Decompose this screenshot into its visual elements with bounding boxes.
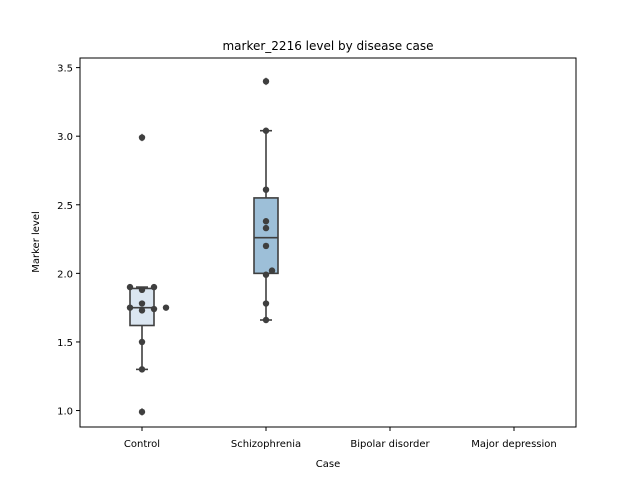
x-tick-label: Major depression (471, 439, 557, 450)
chart-title: marker_2216 level by disease case (222, 39, 433, 53)
data-point (138, 408, 146, 416)
y-axis-label: Marker level (31, 211, 42, 273)
y-tick-label: 1.5 (57, 338, 73, 349)
x-tick-label: Schizophrenia (231, 439, 301, 450)
data-point (138, 300, 146, 307)
data-point (138, 134, 146, 141)
data-point (262, 186, 270, 193)
data-point (262, 127, 270, 134)
data-point (162, 304, 170, 311)
x-tick-label: Bipolar disorder (350, 439, 430, 450)
data-point (262, 224, 270, 232)
x-tick-label: Control (124, 439, 160, 450)
data-point (126, 283, 134, 291)
data-point (262, 218, 270, 225)
data-point (126, 304, 134, 311)
data-point (138, 307, 146, 314)
y-tick-label: 3.0 (57, 132, 73, 143)
y-tick-label: 2.0 (57, 269, 73, 280)
data-point (150, 283, 158, 291)
y-tick-label: 2.5 (57, 201, 73, 212)
data-point (138, 366, 146, 373)
data-point (262, 242, 270, 250)
data-point (138, 286, 146, 294)
data-point (138, 338, 146, 346)
y-tick-label: 1.0 (57, 407, 73, 418)
plot-frame (79, 57, 577, 428)
x-axis-label: Case (316, 459, 340, 470)
box-iqr (253, 197, 279, 275)
data-point (262, 78, 270, 85)
data-point (150, 305, 158, 313)
data-point (262, 271, 270, 278)
data-point (262, 316, 270, 324)
data-point (262, 300, 270, 307)
y-tick-label: 3.5 (57, 64, 73, 75)
data-point (268, 267, 276, 274)
